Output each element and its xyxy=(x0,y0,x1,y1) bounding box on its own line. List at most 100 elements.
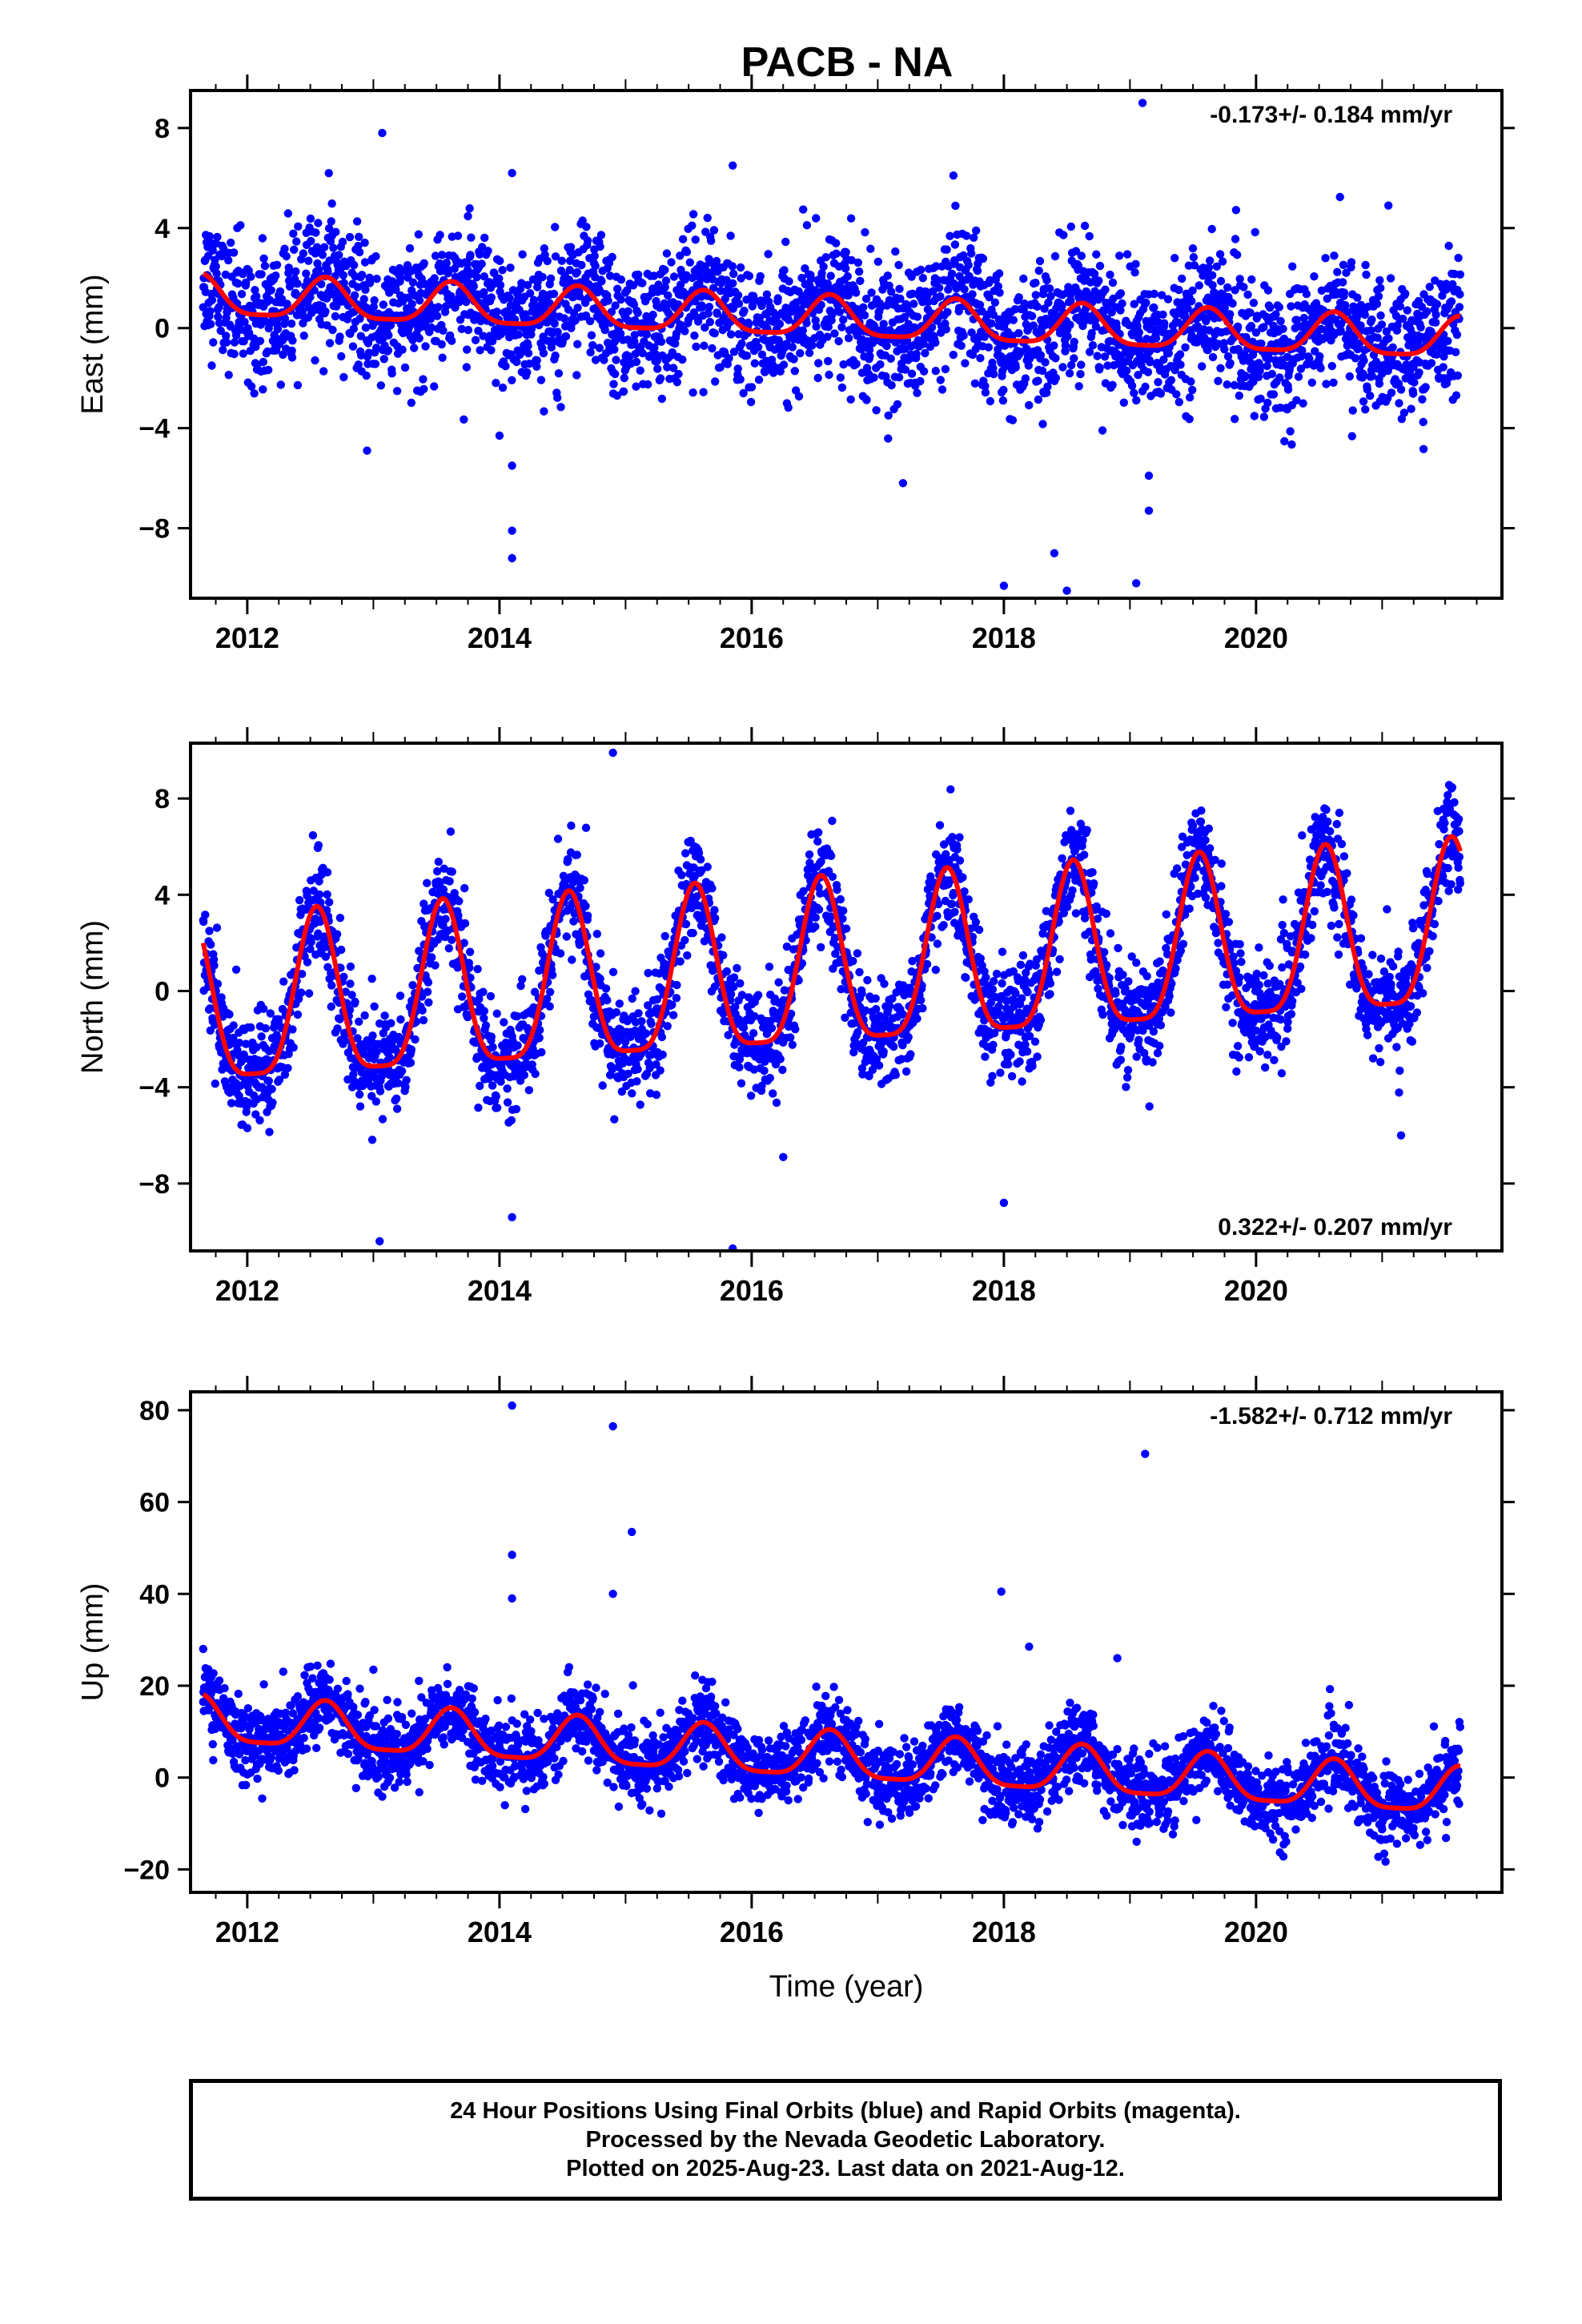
north-point xyxy=(431,961,440,970)
east-point xyxy=(288,336,297,345)
north-point xyxy=(420,899,428,908)
east-point xyxy=(713,309,721,318)
east-point xyxy=(1158,310,1167,319)
east-point xyxy=(517,279,526,287)
east-point xyxy=(896,294,905,304)
east-point xyxy=(587,331,596,340)
north-point xyxy=(314,841,323,850)
east-point xyxy=(1323,294,1332,304)
east-point xyxy=(616,275,626,284)
north-point xyxy=(259,1004,268,1013)
east-point xyxy=(1444,241,1453,251)
north-point xyxy=(658,1050,667,1059)
east-point xyxy=(608,252,616,262)
east-point xyxy=(788,343,797,352)
east-point xyxy=(480,233,489,243)
east-point xyxy=(304,256,313,265)
east-point xyxy=(612,356,620,364)
east-point xyxy=(1080,221,1090,231)
east-point xyxy=(1231,235,1240,243)
east-point xyxy=(212,269,221,278)
east-point xyxy=(970,379,980,388)
north-point xyxy=(631,987,640,995)
north-point xyxy=(481,1021,491,1030)
east-point xyxy=(883,271,893,280)
east-point xyxy=(457,324,466,333)
east-point xyxy=(1231,206,1241,215)
north-point xyxy=(568,955,576,964)
east-point xyxy=(1275,373,1284,382)
east-point xyxy=(678,355,687,364)
north-point xyxy=(633,1065,642,1074)
east-point xyxy=(1208,281,1217,290)
east-point xyxy=(932,262,941,271)
east-point xyxy=(689,210,698,219)
east-point xyxy=(327,199,336,208)
north-point xyxy=(444,944,453,953)
east-point xyxy=(814,359,823,368)
east-point xyxy=(729,348,739,356)
east-point xyxy=(1447,297,1456,306)
east-point xyxy=(272,260,282,269)
east-point xyxy=(1360,310,1370,320)
east-point xyxy=(699,388,708,396)
east-point xyxy=(379,355,388,364)
east-point xyxy=(1339,260,1348,269)
east-outlier-point xyxy=(1144,506,1154,515)
east-point xyxy=(360,238,369,247)
east-point xyxy=(1024,361,1034,370)
east-point xyxy=(802,319,811,328)
east-point xyxy=(936,292,945,301)
north-point xyxy=(324,898,334,907)
north-point xyxy=(767,1023,777,1033)
north-point xyxy=(603,995,612,1005)
north-data xyxy=(199,748,1465,1251)
east-point xyxy=(1101,285,1110,294)
east-point xyxy=(249,334,259,343)
north-point xyxy=(419,1015,428,1025)
east-point xyxy=(364,348,373,357)
east-point xyxy=(1263,286,1273,295)
east-point xyxy=(415,296,424,305)
east-point xyxy=(630,337,639,346)
east-point xyxy=(474,326,483,336)
east-outlier-point xyxy=(508,553,516,563)
east-point xyxy=(407,398,416,408)
east-point xyxy=(944,285,953,294)
east-point xyxy=(1419,444,1428,453)
east-point xyxy=(1333,267,1342,276)
north-point xyxy=(267,1084,276,1094)
east-point xyxy=(299,249,307,258)
north-point xyxy=(332,930,342,939)
east-point xyxy=(1416,323,1425,332)
east-point xyxy=(823,332,832,341)
east-point xyxy=(585,316,595,326)
north-point xyxy=(608,967,618,977)
east-point xyxy=(501,362,510,371)
east-point xyxy=(484,247,492,255)
east-point xyxy=(852,288,861,297)
east-point xyxy=(1085,231,1094,241)
east-point xyxy=(460,415,468,424)
east-point xyxy=(572,267,581,277)
east-point xyxy=(1307,378,1317,387)
north-point xyxy=(257,1032,266,1041)
north-point xyxy=(736,979,745,988)
north-point xyxy=(210,961,219,970)
east-point xyxy=(1175,350,1185,359)
east-point xyxy=(1195,281,1204,290)
east-point xyxy=(984,343,994,352)
east-point xyxy=(887,287,896,296)
east-point xyxy=(259,385,267,394)
east-point xyxy=(323,267,332,276)
east-point xyxy=(505,294,514,303)
east-outlier-point xyxy=(378,128,387,138)
east-point xyxy=(1091,322,1101,331)
east-point xyxy=(980,332,989,341)
east-point xyxy=(355,247,364,257)
east-point xyxy=(1034,266,1043,275)
east-point xyxy=(1223,283,1232,292)
east-point xyxy=(1216,276,1226,286)
east-point xyxy=(736,263,745,272)
east-point xyxy=(211,255,219,264)
